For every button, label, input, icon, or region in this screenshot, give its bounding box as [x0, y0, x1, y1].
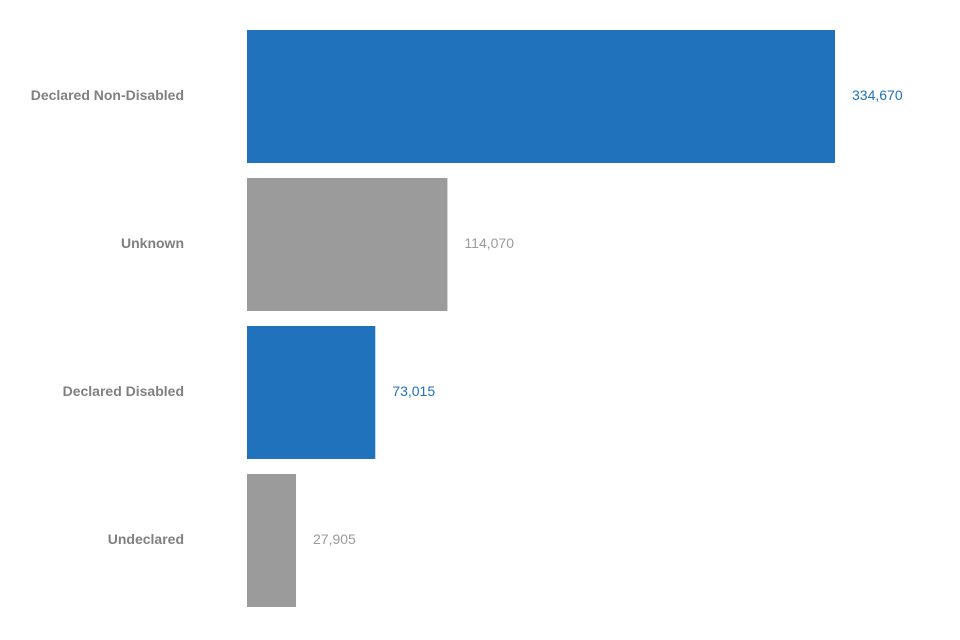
category-label-declared-disabled: Declared Disabled: [63, 383, 184, 399]
bar-declared-disabled: [247, 326, 376, 459]
bar-unknown: [247, 178, 448, 311]
bars-group: [247, 30, 835, 607]
value-label-undeclared: 27,905: [313, 531, 356, 547]
category-label-unknown: Unknown: [121, 235, 184, 251]
value-label-declared-disabled: 73,015: [392, 383, 435, 399]
bar-declared-non-disabled: [247, 30, 835, 163]
category-label-declared-non-disabled: Declared Non-Disabled: [31, 87, 184, 103]
category-label-undeclared: Undeclared: [108, 531, 184, 547]
value-labels: 334,670 114,070 73,015 27,905: [313, 87, 903, 547]
bar-undeclared: [247, 474, 297, 607]
value-label-declared-non-disabled: 334,670: [852, 87, 903, 103]
category-labels: Declared Non-Disabled Unknown Declared Dis…: [31, 87, 184, 547]
value-label-unknown: 114,070: [464, 235, 514, 251]
